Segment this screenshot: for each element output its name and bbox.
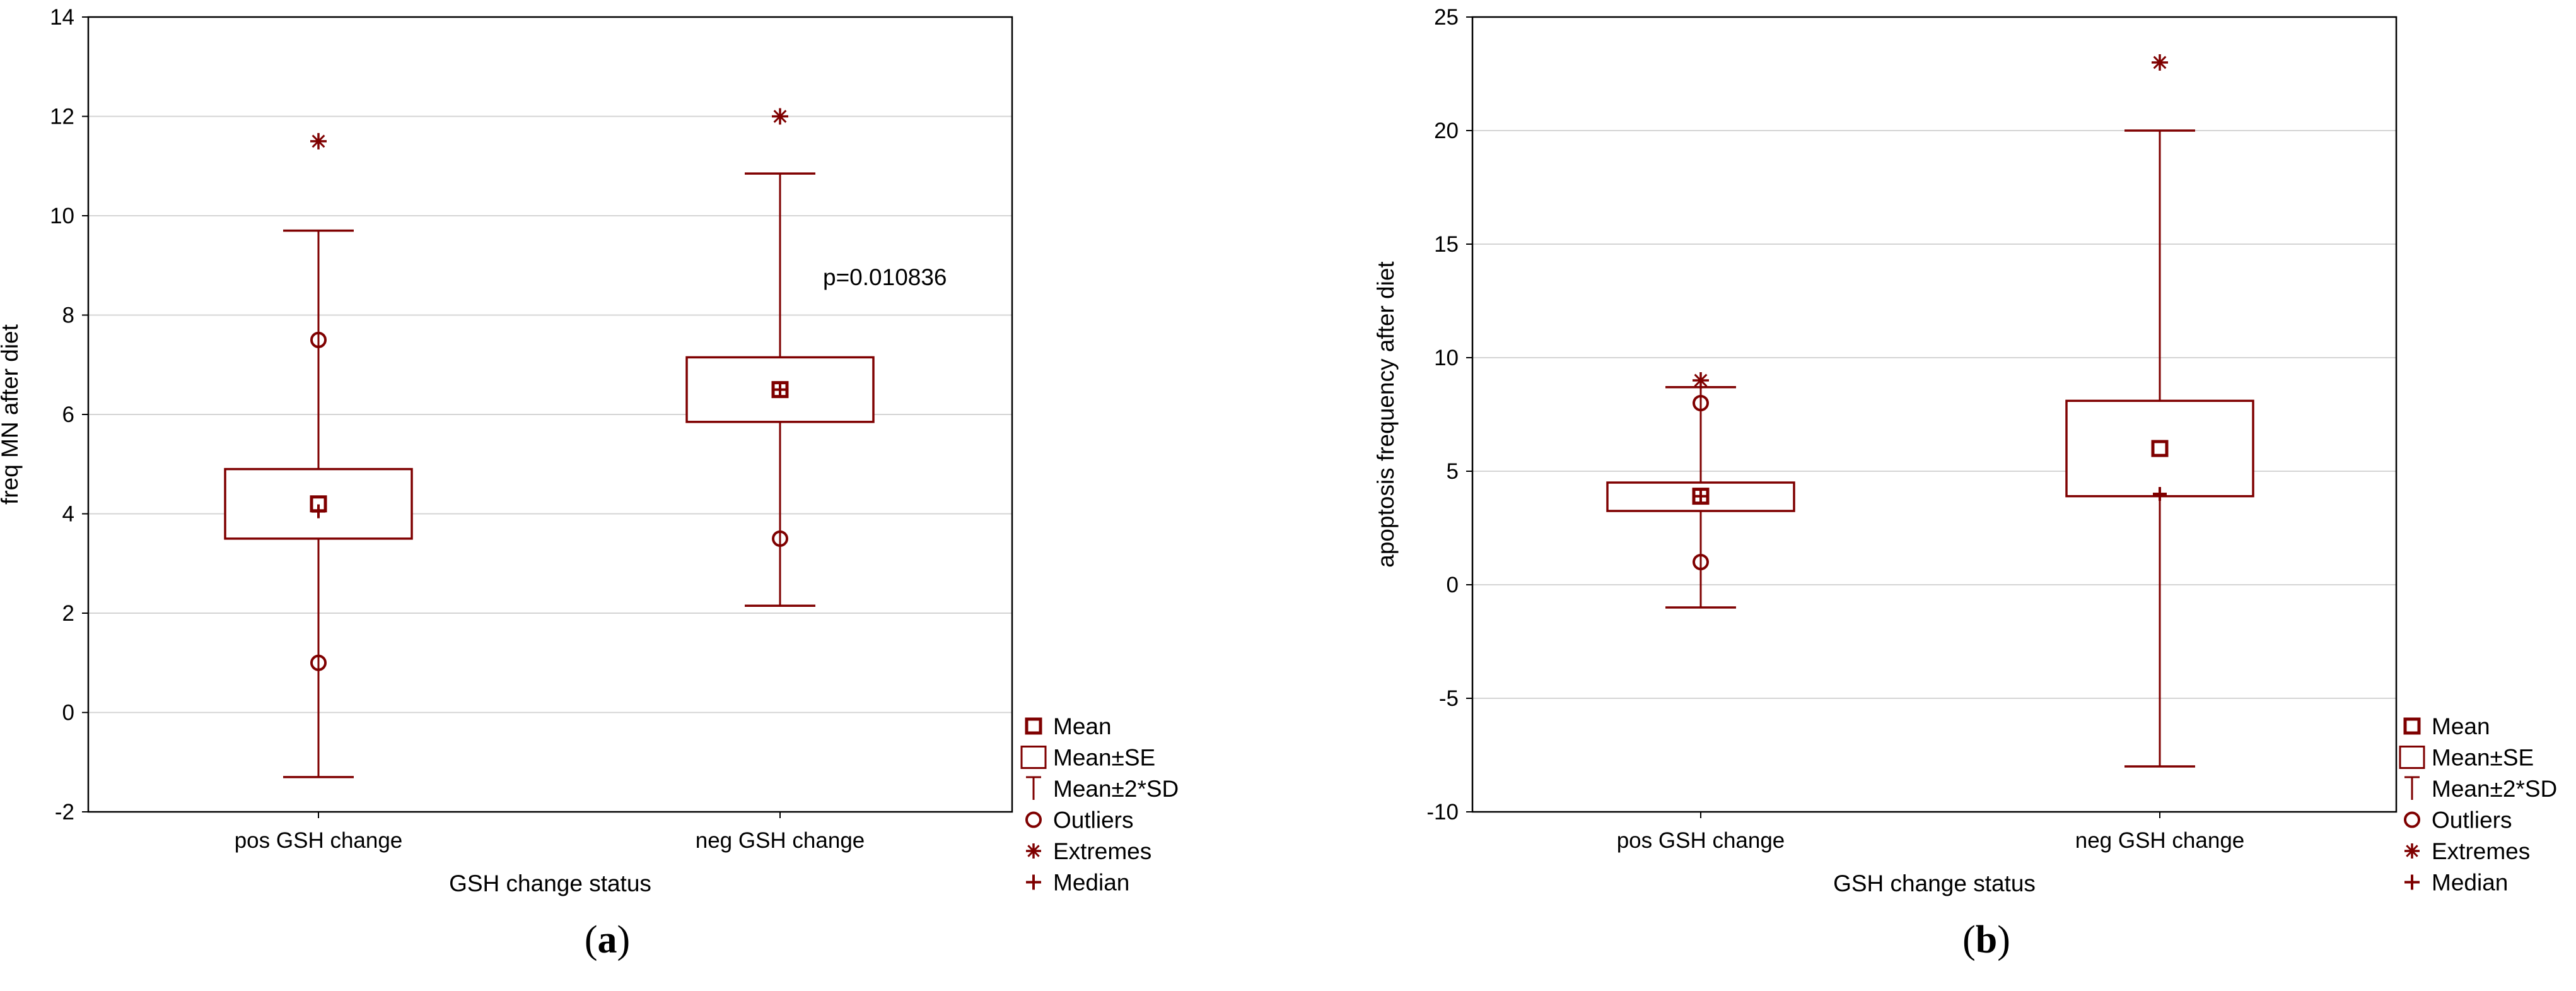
se-box — [2065, 399, 2254, 498]
legend-item: Outliers — [1025, 807, 1133, 833]
extreme-point — [772, 108, 788, 125]
legend-median-icon — [2404, 874, 2420, 890]
y-tick-label: 0 — [1447, 573, 1459, 597]
extreme-point — [1693, 372, 1709, 389]
x-tick-label: pos GSH change — [1617, 828, 1785, 853]
x-axis-label: GSH change status — [449, 871, 651, 896]
y-tick-label: 10 — [1434, 346, 1459, 370]
x-tick-label: neg GSH change — [2075, 828, 2245, 853]
plot-frame — [87, 16, 1013, 813]
panel-label: (a) — [585, 918, 630, 961]
box-pos-gsh-change — [1606, 372, 1795, 609]
legend-label: Extremes — [1053, 838, 1151, 864]
legend-outlier-icon — [1025, 811, 1042, 828]
legend-mean-icon — [2403, 717, 2421, 735]
median-marker — [773, 382, 787, 397]
panel-a: -2 0 2 4 6 8 10 12 14 pos GSH change neg GSH chang… — [0, 5, 1179, 961]
mean-marker — [2151, 440, 2169, 457]
legend-label: Mean — [1053, 713, 1112, 739]
y-tick-label: 5 — [1447, 459, 1459, 484]
se-box — [224, 467, 413, 540]
legend-label: Median — [2432, 870, 2508, 896]
legend-label: Median — [1053, 870, 1129, 896]
legend-label: Mean±SE — [2432, 745, 2534, 771]
panel-letter: b — [1976, 918, 1997, 961]
y-tick-label: -10 — [1426, 800, 1459, 824]
y-tick-label: 6 — [62, 402, 74, 427]
legend: Mean Mean±SE Mean±2*SD Outliers Extremes Medi… — [1020, 713, 1179, 896]
median-marker — [1694, 489, 1708, 503]
y-tick-label: 25 — [1434, 5, 1459, 30]
box-pos-gsh-change — [224, 132, 413, 778]
legend-extreme-icon — [1026, 843, 1041, 859]
y-tick-label: 0 — [62, 701, 74, 725]
y-axis-label: freq MN after diet — [0, 324, 23, 505]
y-tick-label: -5 — [1439, 686, 1459, 711]
outlier-point — [310, 331, 327, 348]
legend-item: Extremes — [2404, 838, 2530, 864]
y-axis-label: apoptosis frequency after diet — [1373, 261, 1399, 568]
x-tick-label: pos GSH change — [235, 828, 403, 853]
box-neg-gsh-change — [685, 108, 875, 607]
plot-frame — [1471, 16, 2398, 813]
extreme-point — [310, 132, 327, 150]
legend-item: Mean — [2403, 713, 2490, 739]
x-tick-label: neg GSH change — [696, 828, 865, 853]
outlier-point — [1693, 554, 1709, 570]
legend-se-icon — [1020, 746, 1047, 769]
panel-b: -10 -5 0 5 10 15 20 25 pos GSH change neg GSH cha… — [1373, 5, 2557, 961]
y-tick-label: 12 — [50, 105, 74, 129]
legend-sd-icon — [2404, 776, 2420, 800]
legend-label: Mean±2*SD — [2432, 776, 2557, 802]
legend-outlier-icon — [2404, 811, 2420, 828]
panel-label: (b) — [1962, 918, 2010, 961]
legend-median-icon — [1026, 874, 1041, 890]
legend-item: Mean±SE — [2399, 745, 2534, 771]
y-tick-label: 10 — [50, 204, 74, 228]
legend-label: Outliers — [2432, 807, 2512, 833]
outlier-point — [310, 654, 327, 671]
y-tick-label: -2 — [55, 800, 74, 824]
legend-item: Outliers — [2404, 807, 2512, 833]
legend-item: Mean±2*SD — [2404, 776, 2557, 802]
legend-item: Extremes — [1026, 838, 1151, 864]
legend-label: Mean — [2432, 713, 2490, 739]
legend-se-icon — [2399, 746, 2425, 769]
extreme-point — [2152, 54, 2168, 71]
legend-label: Mean±SE — [1053, 745, 1155, 771]
legend-label: Extremes — [2432, 838, 2530, 864]
y-tick-label: 15 — [1434, 232, 1459, 257]
y-tick-label: 4 — [62, 502, 74, 527]
legend: Mean Mean±SE Mean±2*SD Outliers Extremes Medi… — [2399, 713, 2557, 896]
legend-item: Median — [2404, 870, 2508, 896]
legend-mean-icon — [1025, 717, 1042, 735]
median-marker — [2153, 487, 2167, 501]
legend-item: Mean±SE — [1020, 745, 1155, 771]
y-tick-label: 8 — [62, 303, 74, 328]
legend-label: Mean±2*SD — [1053, 776, 1179, 802]
p-value-annotation: p=0.010836 — [823, 264, 947, 290]
outlier-point — [772, 530, 788, 547]
legend-extreme-icon — [2404, 843, 2420, 859]
legend-sd-icon — [1026, 776, 1041, 800]
x-axis-label: GSH change status — [1833, 871, 2036, 896]
y-tick-label: 2 — [62, 601, 74, 626]
legend-item: Median — [1026, 870, 1129, 896]
legend-label: Outliers — [1053, 807, 1133, 833]
median-marker — [312, 504, 325, 519]
y-tick-label: 14 — [50, 5, 74, 30]
y-tick-label: 20 — [1434, 119, 1459, 143]
outlier-point — [1693, 395, 1709, 411]
box-neg-gsh-change — [2065, 54, 2254, 768]
panel-letter: a — [598, 918, 617, 961]
legend-item: Mean±2*SD — [1026, 776, 1179, 802]
legend-item: Mean — [1025, 713, 1112, 739]
